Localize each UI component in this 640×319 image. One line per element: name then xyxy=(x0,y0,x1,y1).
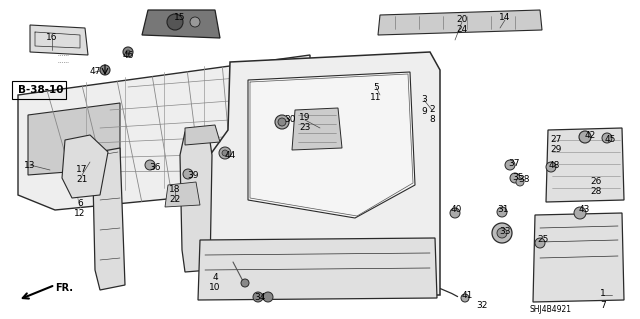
Text: 46: 46 xyxy=(122,50,134,60)
Text: 32: 32 xyxy=(476,300,488,309)
Polygon shape xyxy=(198,238,437,300)
Text: SHJ4B4921: SHJ4B4921 xyxy=(530,305,572,314)
Polygon shape xyxy=(292,108,342,150)
Text: 30: 30 xyxy=(284,115,296,124)
Text: 48: 48 xyxy=(548,160,560,169)
Polygon shape xyxy=(165,182,200,207)
Circle shape xyxy=(100,65,110,75)
Polygon shape xyxy=(180,128,212,272)
Circle shape xyxy=(497,228,507,238)
Circle shape xyxy=(546,162,556,172)
Text: 19: 19 xyxy=(300,113,311,122)
Polygon shape xyxy=(546,128,624,202)
Text: 41: 41 xyxy=(461,292,473,300)
Circle shape xyxy=(574,207,586,219)
Text: 1: 1 xyxy=(600,288,606,298)
Text: 16: 16 xyxy=(46,33,58,42)
Text: 39: 39 xyxy=(188,172,199,181)
Circle shape xyxy=(535,238,545,248)
Text: 26: 26 xyxy=(590,177,602,187)
Polygon shape xyxy=(533,213,624,302)
Text: 7: 7 xyxy=(600,300,606,309)
Circle shape xyxy=(253,292,263,302)
Circle shape xyxy=(222,150,228,156)
Circle shape xyxy=(516,178,524,186)
Circle shape xyxy=(602,133,612,143)
Circle shape xyxy=(126,50,130,54)
Text: 4: 4 xyxy=(212,272,218,281)
Text: 22: 22 xyxy=(170,196,180,204)
Polygon shape xyxy=(18,55,310,210)
Text: 37: 37 xyxy=(508,159,520,167)
Text: 45: 45 xyxy=(604,136,616,145)
Circle shape xyxy=(263,292,273,302)
Text: 20: 20 xyxy=(456,16,468,25)
Text: 8: 8 xyxy=(429,115,435,124)
Text: 44: 44 xyxy=(225,151,236,160)
Polygon shape xyxy=(62,135,108,198)
Text: 35: 35 xyxy=(512,173,524,182)
Text: 12: 12 xyxy=(74,210,86,219)
Text: 25: 25 xyxy=(538,235,548,244)
Text: 27: 27 xyxy=(550,136,562,145)
Circle shape xyxy=(278,118,286,126)
Text: 43: 43 xyxy=(579,205,589,214)
Circle shape xyxy=(123,47,133,57)
Text: 47: 47 xyxy=(90,68,100,77)
Circle shape xyxy=(497,207,507,217)
Text: 23: 23 xyxy=(300,123,310,132)
Polygon shape xyxy=(205,52,440,298)
Polygon shape xyxy=(378,10,542,35)
Text: 2: 2 xyxy=(429,106,435,115)
Circle shape xyxy=(167,14,183,30)
Text: 29: 29 xyxy=(550,145,562,154)
Polygon shape xyxy=(142,10,220,38)
Text: 10: 10 xyxy=(209,283,221,292)
Text: 13: 13 xyxy=(24,160,36,169)
Text: 11: 11 xyxy=(371,93,381,101)
Text: 33: 33 xyxy=(499,227,511,236)
Polygon shape xyxy=(28,103,120,175)
Circle shape xyxy=(579,131,591,143)
Text: 42: 42 xyxy=(584,130,596,139)
Polygon shape xyxy=(93,148,125,290)
Polygon shape xyxy=(30,25,88,55)
Circle shape xyxy=(275,115,289,129)
Polygon shape xyxy=(185,125,220,145)
Circle shape xyxy=(190,17,200,27)
Circle shape xyxy=(492,223,512,243)
Text: 36: 36 xyxy=(149,164,161,173)
Circle shape xyxy=(219,147,231,159)
Text: 3: 3 xyxy=(421,95,427,105)
FancyArrowPatch shape xyxy=(364,283,458,297)
Text: 34: 34 xyxy=(254,293,266,302)
Text: 14: 14 xyxy=(499,13,511,23)
Text: B-38-10: B-38-10 xyxy=(18,85,63,95)
Text: 9: 9 xyxy=(421,108,427,116)
Text: 24: 24 xyxy=(456,26,468,34)
Circle shape xyxy=(505,160,515,170)
Text: 17: 17 xyxy=(76,166,88,174)
Circle shape xyxy=(145,160,155,170)
Text: 21: 21 xyxy=(76,175,88,184)
Text: 5: 5 xyxy=(373,83,379,92)
Text: 18: 18 xyxy=(169,186,180,195)
Circle shape xyxy=(461,294,469,302)
Text: FR.: FR. xyxy=(55,283,73,293)
Text: 38: 38 xyxy=(518,175,530,184)
Circle shape xyxy=(183,169,193,179)
Circle shape xyxy=(450,208,460,218)
Polygon shape xyxy=(248,72,415,218)
Text: 6: 6 xyxy=(77,199,83,209)
Text: 40: 40 xyxy=(451,205,461,214)
Text: 15: 15 xyxy=(174,13,186,23)
Text: 31: 31 xyxy=(497,205,509,214)
Text: 28: 28 xyxy=(590,188,602,197)
Circle shape xyxy=(510,173,520,183)
Circle shape xyxy=(241,279,249,287)
